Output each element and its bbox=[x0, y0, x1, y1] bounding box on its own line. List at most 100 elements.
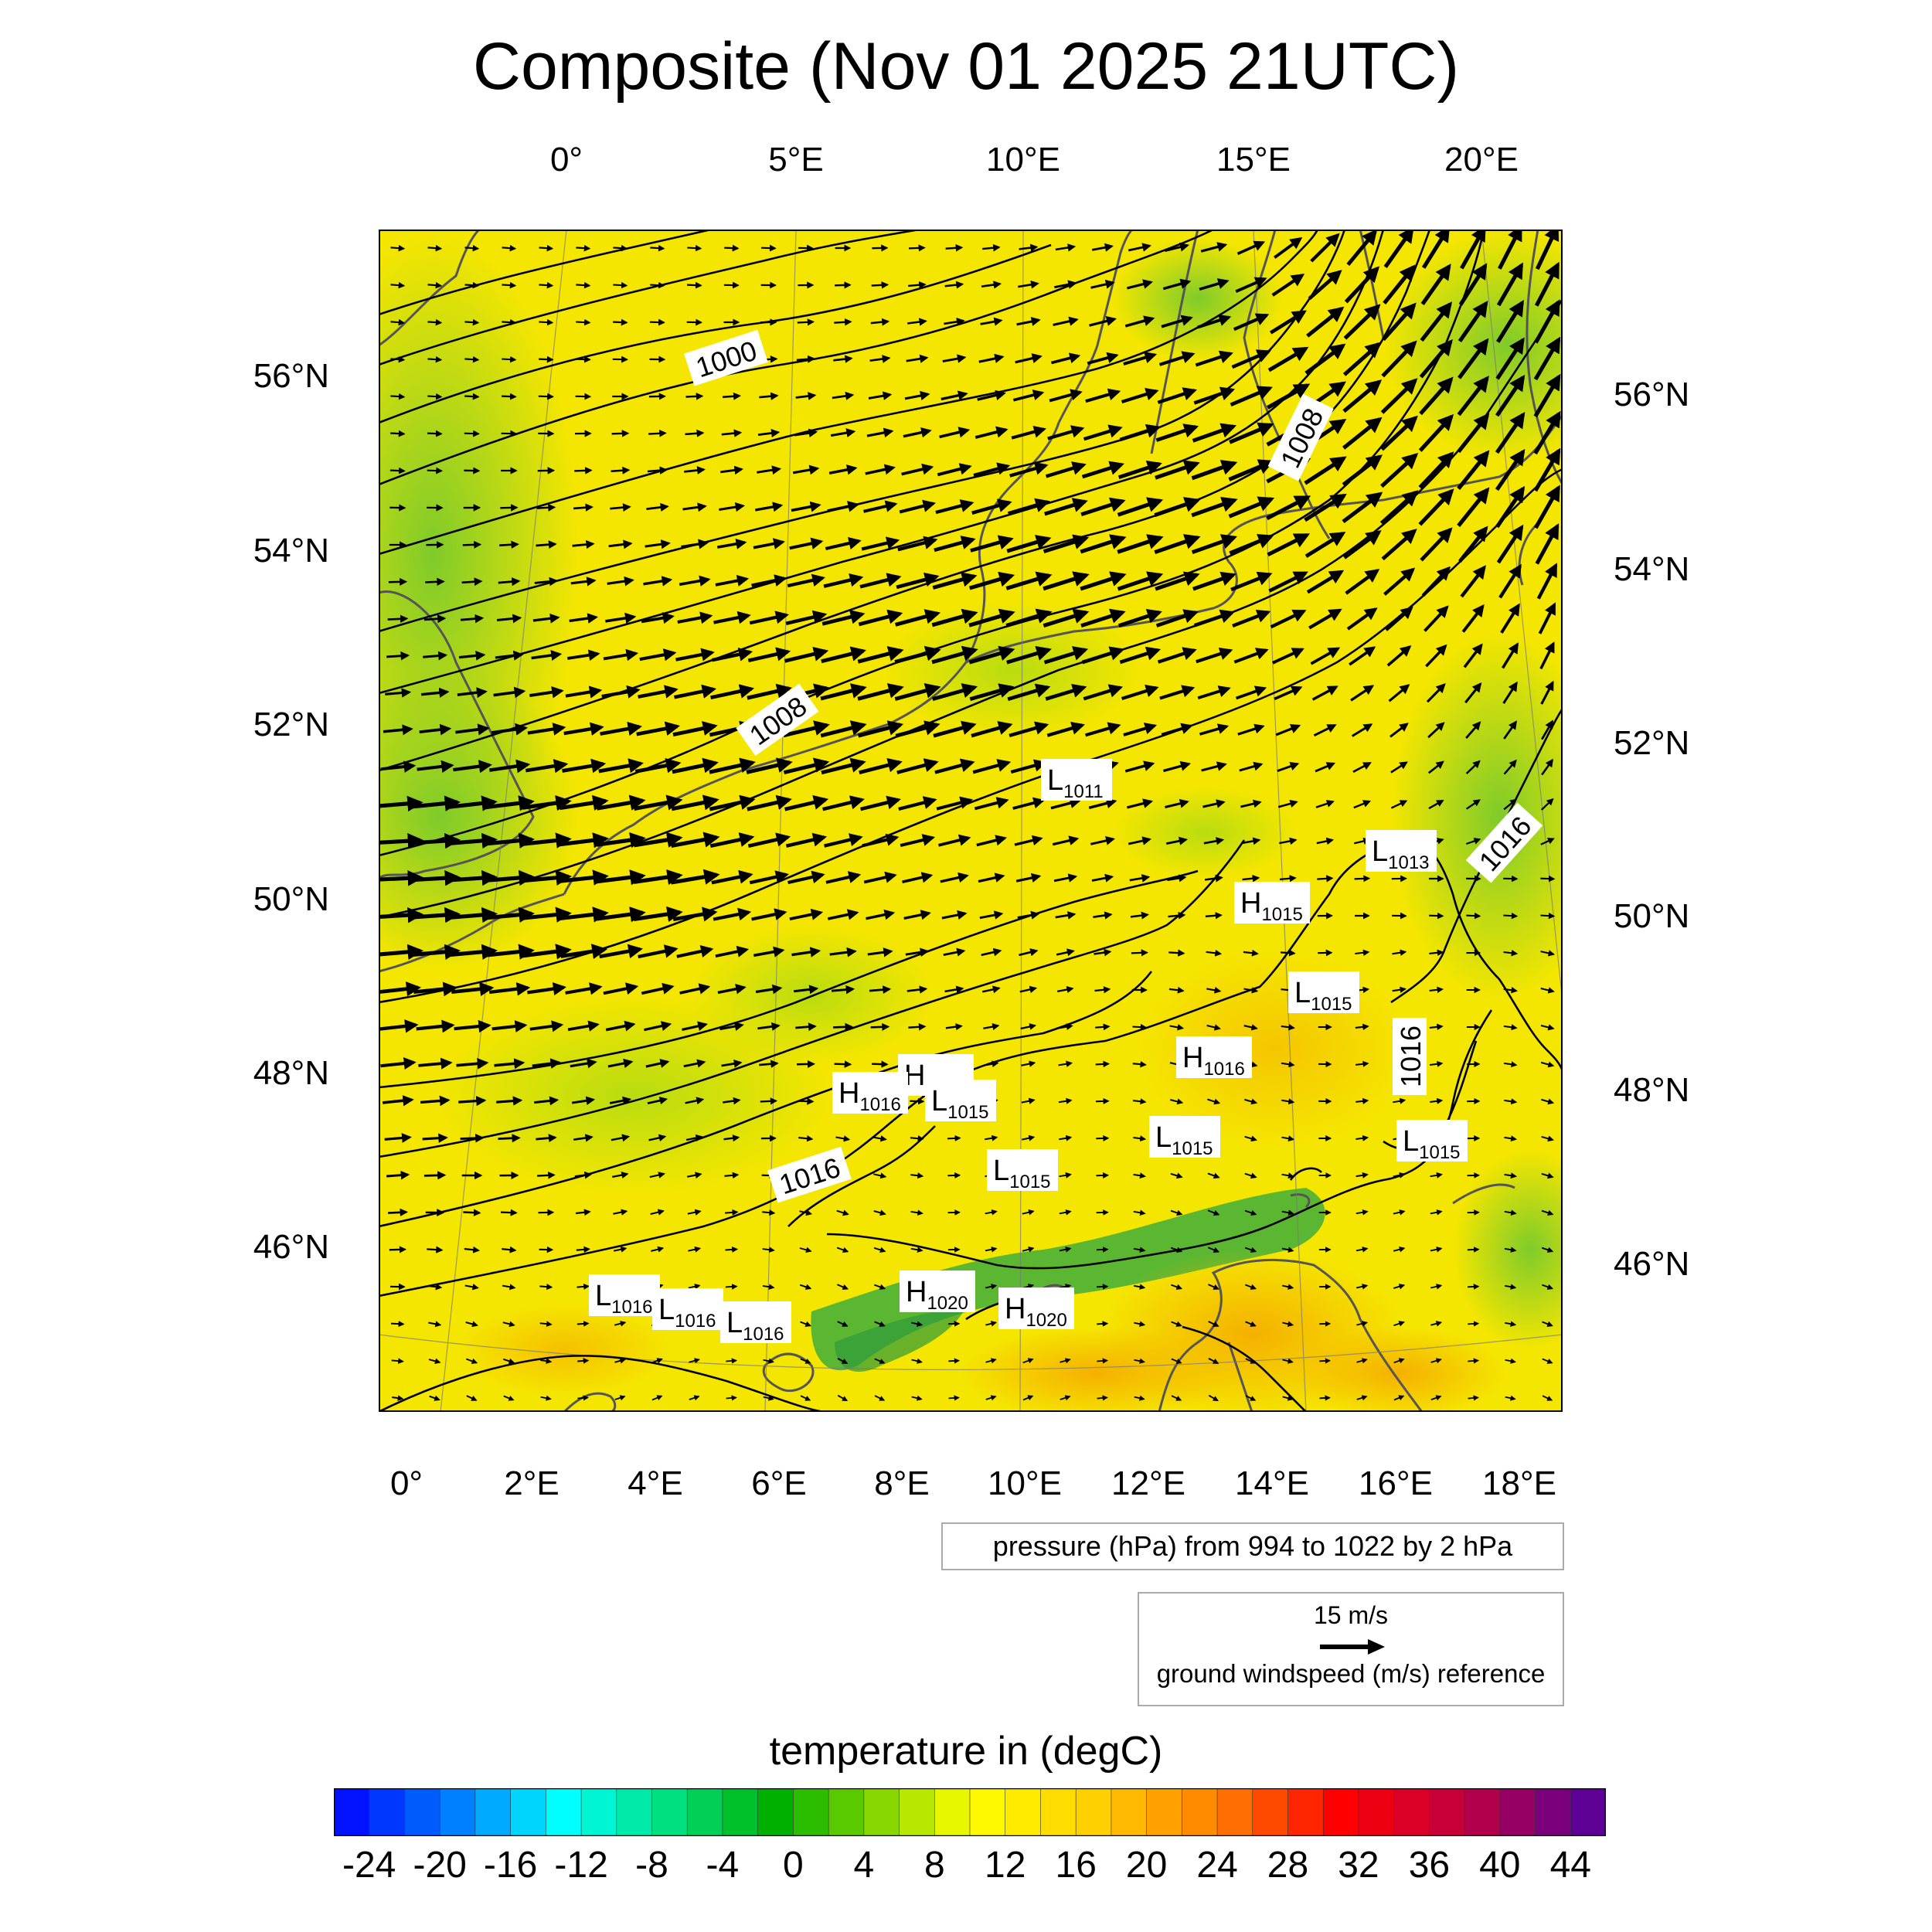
wind-arrow bbox=[1060, 1395, 1071, 1401]
wind-arrow bbox=[1355, 1209, 1369, 1216]
wind-arrow bbox=[982, 243, 1001, 252]
wind-arrow bbox=[1090, 279, 1115, 289]
wind-arrow bbox=[1011, 425, 1046, 440]
wind-arrow bbox=[1087, 352, 1119, 365]
wind-arrow bbox=[1047, 425, 1085, 440]
colorbar-tick-label: -4 bbox=[706, 1845, 740, 1886]
wind-arrow bbox=[874, 1358, 886, 1364]
wind-arrow bbox=[427, 393, 443, 400]
wind-arrow bbox=[425, 577, 445, 587]
wind-arrow bbox=[1390, 800, 1408, 809]
wind-arrow bbox=[872, 1060, 889, 1068]
wind-arrow bbox=[1346, 230, 1378, 267]
wind-arrow bbox=[422, 1133, 448, 1143]
wind-arrow bbox=[488, 981, 531, 996]
wind-arrow bbox=[721, 1060, 743, 1068]
wind-arrow bbox=[1495, 448, 1526, 492]
wind-arrow bbox=[869, 985, 892, 995]
wind-arrow bbox=[716, 538, 747, 549]
wind-arrow bbox=[833, 1022, 853, 1032]
wind-arrow bbox=[569, 613, 598, 624]
wind-arrow bbox=[1133, 1247, 1146, 1253]
wind-arrow bbox=[971, 498, 1012, 515]
colorbar-tick-label: 0 bbox=[783, 1845, 804, 1886]
wind-arrow bbox=[1389, 723, 1409, 738]
wind-arrow bbox=[1230, 571, 1273, 592]
wind-arrow bbox=[1356, 1358, 1368, 1364]
wind-arrow bbox=[1505, 1321, 1517, 1327]
wind-arrow bbox=[380, 1057, 417, 1070]
wind-arrow bbox=[1134, 1284, 1146, 1290]
wind-arrow bbox=[456, 1057, 489, 1070]
wind-arrow bbox=[1430, 1358, 1442, 1364]
wind-arrow bbox=[1085, 388, 1121, 403]
wind-arrow bbox=[534, 1096, 560, 1106]
wind-arrow bbox=[447, 795, 498, 811]
wind-arrow bbox=[1235, 277, 1267, 294]
wind-arrow bbox=[787, 573, 825, 588]
wind-arrow bbox=[1267, 346, 1309, 372]
wind-arrow bbox=[975, 426, 1009, 439]
wind-arrow bbox=[829, 947, 857, 957]
wind-arrow bbox=[894, 645, 941, 665]
wind-arrow bbox=[559, 906, 609, 923]
wind-arrow bbox=[1381, 529, 1417, 561]
wind-arrow bbox=[895, 720, 940, 738]
wind-arrow bbox=[539, 281, 554, 289]
wind-arrow bbox=[464, 1284, 479, 1291]
wind-arrow bbox=[1539, 641, 1555, 670]
svg-text:L1013: L1013 bbox=[1372, 835, 1430, 873]
wind-arrow bbox=[565, 982, 603, 995]
wind-arrow bbox=[980, 317, 1003, 326]
wind-arrow bbox=[596, 869, 646, 886]
wind-arrow bbox=[1342, 492, 1383, 524]
wind-arrow bbox=[529, 1020, 564, 1032]
wind-arrow bbox=[674, 684, 717, 699]
wind-arrow bbox=[1005, 608, 1053, 628]
wind-arrow bbox=[613, 281, 628, 289]
wind-arrow bbox=[827, 909, 859, 920]
wind-arrow bbox=[1162, 278, 1192, 291]
colorbar-cell bbox=[1499, 1788, 1536, 1836]
wind-arrow bbox=[1127, 798, 1154, 809]
wind-arrow bbox=[1419, 338, 1453, 379]
wind-arrow bbox=[1043, 571, 1090, 591]
wind-arrow bbox=[1123, 723, 1158, 736]
wind-arrow bbox=[1207, 1209, 1220, 1216]
wind-arrow bbox=[603, 982, 639, 995]
wind-arrow bbox=[1097, 1321, 1109, 1327]
wind-arrow bbox=[1266, 495, 1311, 521]
wind-arrow bbox=[1020, 1023, 1037, 1030]
wind-arrow bbox=[722, 392, 741, 400]
colorbar-cell bbox=[757, 1788, 794, 1836]
wind-arrow bbox=[1206, 1024, 1221, 1031]
wind-arrow bbox=[747, 683, 792, 700]
wind-arrow bbox=[1427, 722, 1445, 739]
wind-arrow bbox=[1272, 648, 1304, 665]
wind-arrow bbox=[1536, 563, 1558, 600]
wind-arrow bbox=[1008, 498, 1050, 515]
colorbar-tick-label: 28 bbox=[1267, 1845, 1309, 1886]
wind-arrow bbox=[799, 1247, 812, 1253]
wind-arrow bbox=[1022, 1209, 1035, 1216]
wind-arrow bbox=[940, 872, 969, 883]
wind-arrow bbox=[943, 947, 966, 957]
wind-arrow bbox=[650, 281, 665, 289]
wind-arrow bbox=[522, 944, 572, 960]
wind-arrow bbox=[1393, 1172, 1406, 1179]
wind-arrow bbox=[1242, 874, 1260, 883]
wind-arrow bbox=[746, 757, 793, 774]
temperature-field bbox=[379, 230, 1563, 1412]
wind-arrow bbox=[613, 1246, 628, 1253]
colorbar-cell bbox=[828, 1788, 865, 1836]
wind-arrow bbox=[799, 1209, 813, 1216]
wind-arrow bbox=[379, 944, 423, 960]
wind-arrow bbox=[1457, 413, 1490, 454]
wind-arrow bbox=[1268, 571, 1308, 593]
wind-arrow bbox=[1022, 1395, 1034, 1401]
wind-arrow bbox=[1155, 460, 1200, 480]
wind-arrow bbox=[1117, 497, 1164, 517]
wind-arrow bbox=[1393, 1395, 1405, 1401]
wind-arrow bbox=[1171, 1321, 1182, 1327]
colorbar-cell bbox=[616, 1788, 653, 1836]
